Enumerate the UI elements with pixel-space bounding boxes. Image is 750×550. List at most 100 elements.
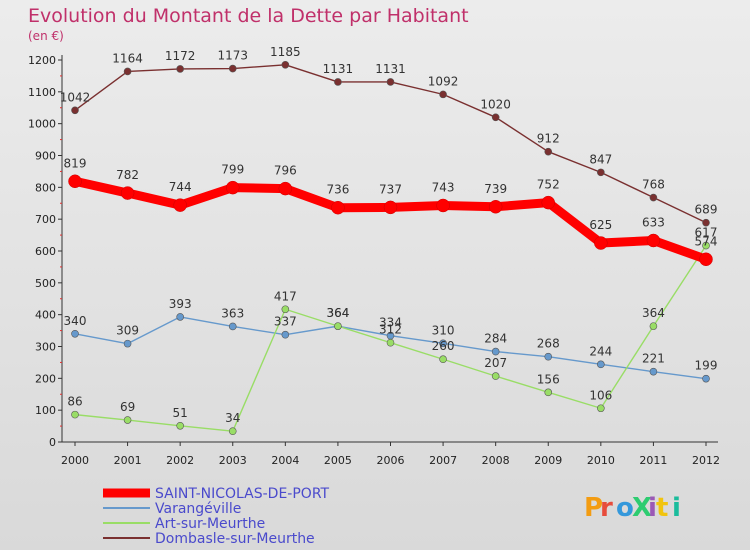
y-tick-label: 100 xyxy=(35,404,56,417)
data-point xyxy=(597,404,605,413)
data-point xyxy=(491,347,500,356)
y-tick-label: 1000 xyxy=(28,118,56,131)
logo-letter: t xyxy=(656,493,668,523)
data-label: 633 xyxy=(642,215,665,229)
data-point xyxy=(176,421,184,430)
chart-title: Evolution du Montant de la Dette par Hab… xyxy=(28,5,469,27)
data-point xyxy=(439,339,447,348)
data-label: 363 xyxy=(221,306,244,320)
data-label: 1131 xyxy=(375,62,406,76)
data-point xyxy=(71,410,79,419)
x-tick-label: 2009 xyxy=(534,454,562,467)
y-tick-label: 200 xyxy=(35,372,56,385)
data-label: 364 xyxy=(642,306,665,320)
data-point xyxy=(702,218,710,227)
y-tick-label: 600 xyxy=(35,245,56,258)
data-point xyxy=(439,90,447,99)
data-label: 782 xyxy=(116,168,139,182)
data-point xyxy=(544,352,553,361)
legend-label: Dombasle-sur-Meurthe xyxy=(155,531,315,547)
axes: 0 100 200 300 400 500 600 700 800 900 1000 1100 1200… xyxy=(28,54,720,467)
data-label: 268 xyxy=(537,337,560,351)
proxiti-logo: Pr oXi t i xyxy=(584,493,681,523)
data-point xyxy=(386,78,395,86)
data-label: 739 xyxy=(484,182,507,196)
data-label: 393 xyxy=(169,297,192,311)
data-label: 156 xyxy=(537,372,560,386)
data-label: 34 xyxy=(225,411,240,425)
y-tick-label: 1100 xyxy=(28,86,56,99)
data-label: 1020 xyxy=(480,97,511,111)
data-point xyxy=(649,193,658,202)
data-point xyxy=(702,374,710,383)
data-point xyxy=(71,106,79,115)
data-label: 736 xyxy=(326,183,349,197)
data-point xyxy=(123,67,132,76)
data-point xyxy=(386,338,395,347)
data-point xyxy=(176,65,184,73)
x-tick-label: 2000 xyxy=(61,454,89,467)
data-point xyxy=(173,198,187,212)
data-label: 799 xyxy=(221,163,244,177)
data-label: 617 xyxy=(695,226,718,240)
logo-letter: P xyxy=(584,493,603,523)
data-label: 1173 xyxy=(217,49,248,63)
logo-letter: X xyxy=(632,493,652,523)
data-label: 340 xyxy=(64,314,87,328)
data-label: 260 xyxy=(432,339,455,353)
y-tick-label: 300 xyxy=(35,341,56,354)
data-label: 912 xyxy=(537,132,560,146)
logo-letter: r xyxy=(600,493,613,523)
data-label: 743 xyxy=(432,180,455,194)
data-point xyxy=(544,388,553,397)
data-point xyxy=(278,181,293,196)
x-tick-label: 2010 xyxy=(587,454,615,467)
data-label: 737 xyxy=(379,182,402,196)
x-tick-label: 2007 xyxy=(429,454,457,467)
data-point xyxy=(226,180,240,195)
data-point xyxy=(646,233,661,248)
data-point xyxy=(597,168,605,177)
data-point xyxy=(649,322,658,330)
data-label: 312 xyxy=(379,323,402,337)
data-label: 1092 xyxy=(428,74,459,88)
data-label: 310 xyxy=(432,323,455,337)
data-label: 284 xyxy=(484,332,507,346)
data-label: 1172 xyxy=(165,49,196,63)
data-label: 847 xyxy=(589,152,612,166)
data-label: 221 xyxy=(642,352,665,366)
data-point xyxy=(176,313,184,321)
x-tick-label: 2012 xyxy=(692,454,720,467)
data-point xyxy=(281,305,290,314)
x-tick-label: 2008 xyxy=(482,454,510,467)
data-label: 86 xyxy=(67,395,82,409)
data-point xyxy=(123,339,132,348)
data-label: 364 xyxy=(326,306,349,320)
data-point xyxy=(439,355,447,364)
data-labels: 819 782 744 799 796 736 737 743 739 752 625 633 574 3… xyxy=(60,45,718,425)
data-point xyxy=(281,330,290,339)
x-tick-label: 2006 xyxy=(377,454,405,467)
data-point xyxy=(68,174,82,189)
data-point xyxy=(331,200,345,215)
data-label: 819 xyxy=(64,156,87,170)
y-tick-label: 700 xyxy=(35,213,56,226)
chart-subtitle: (en €) xyxy=(28,29,64,43)
y-tick-label: 1200 xyxy=(28,54,56,67)
data-point xyxy=(649,367,658,376)
data-label: 744 xyxy=(169,180,192,194)
data-label: 417 xyxy=(274,289,297,303)
data-label: 752 xyxy=(537,178,560,192)
data-label: 1042 xyxy=(60,90,91,104)
data-point xyxy=(597,360,605,369)
x-tick-label: 2002 xyxy=(166,454,194,467)
data-point xyxy=(594,236,608,250)
data-point xyxy=(544,147,553,156)
y-tick-label: 500 xyxy=(35,277,56,290)
data-point xyxy=(541,195,555,210)
legend-label: SAINT-NICOLAS-DE-PORT xyxy=(155,486,330,502)
data-label: 1164 xyxy=(112,51,143,65)
data-label: 106 xyxy=(589,388,612,402)
